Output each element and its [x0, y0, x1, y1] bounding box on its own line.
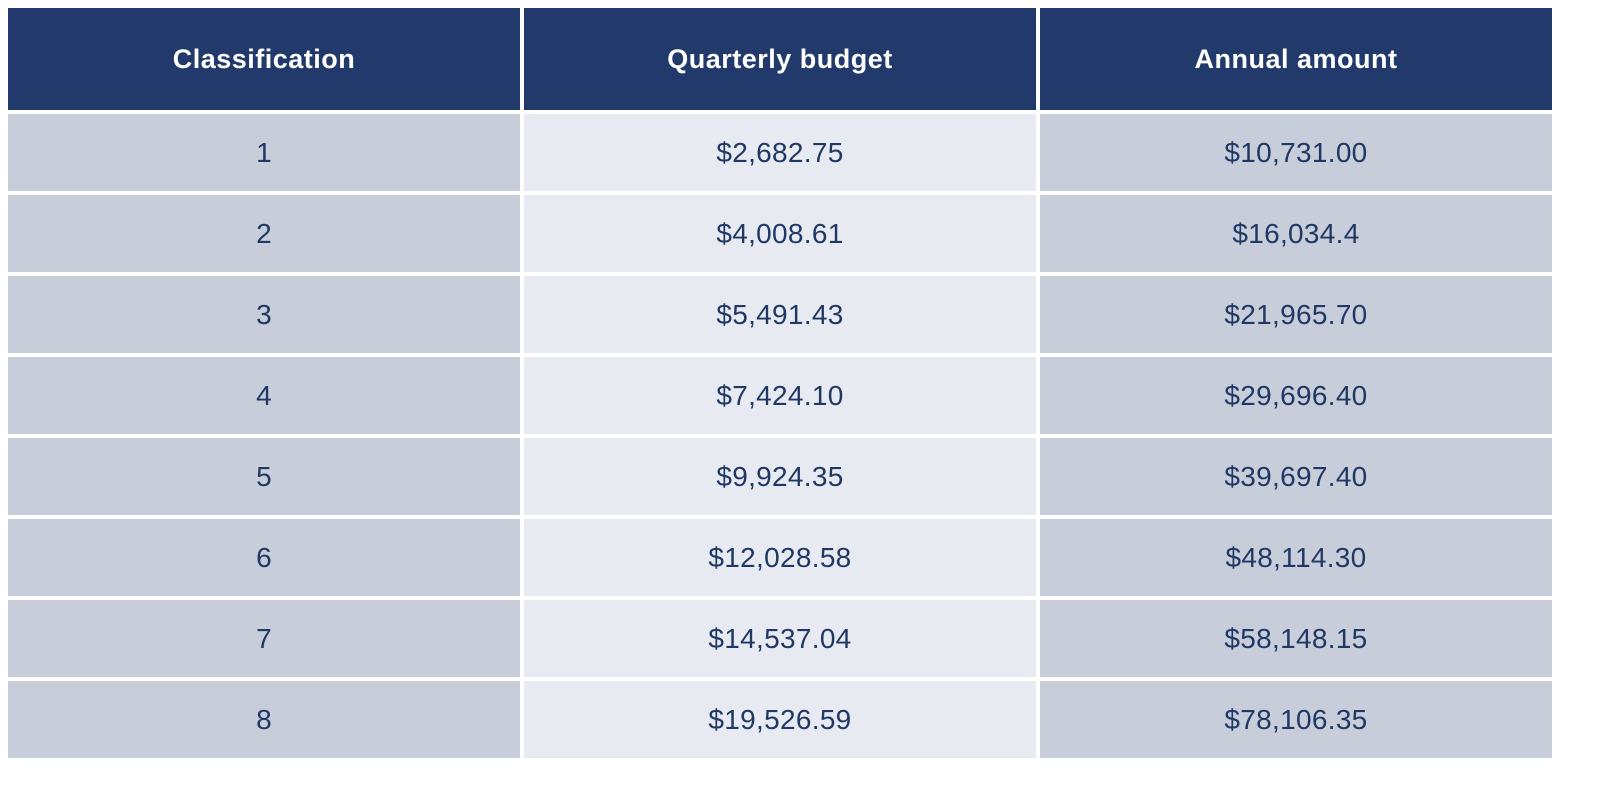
classification-cell: 6: [8, 519, 520, 596]
table-row: 1 $2,682.75 $10,731.00: [8, 114, 1552, 191]
classification-cell: 7: [8, 600, 520, 677]
annual-amount-cell: $39,697.40: [1040, 438, 1552, 515]
annual-amount-cell: $58,148.15: [1040, 600, 1552, 677]
quarterly-budget-cell: $19,526.59: [524, 681, 1036, 758]
annual-amount-cell: $29,696.40: [1040, 357, 1552, 434]
table-row: 7 $14,537.04 $58,148.15: [8, 600, 1552, 677]
quarterly-budget-cell: $14,537.04: [524, 600, 1036, 677]
quarterly-budget-cell: $7,424.10: [524, 357, 1036, 434]
table-row: 4 $7,424.10 $29,696.40: [8, 357, 1552, 434]
header-row: Classification Quarterly budget Annual a…: [8, 8, 1552, 110]
quarterly-budget-cell: $4,008.61: [524, 195, 1036, 272]
budget-table-container: Classification Quarterly budget Annual a…: [4, 4, 1556, 762]
column-header-classification: Classification: [8, 8, 520, 110]
table-row: 6 $12,028.58 $48,114.30: [8, 519, 1552, 596]
annual-amount-cell: $78,106.35: [1040, 681, 1552, 758]
quarterly-budget-cell: $12,028.58: [524, 519, 1036, 596]
classification-cell: 5: [8, 438, 520, 515]
quarterly-budget-cell: $9,924.35: [524, 438, 1036, 515]
annual-amount-cell: $16,034.4: [1040, 195, 1552, 272]
classification-cell: 1: [8, 114, 520, 191]
table-row: 8 $19,526.59 $78,106.35: [8, 681, 1552, 758]
classification-cell: 3: [8, 276, 520, 353]
classification-cell: 2: [8, 195, 520, 272]
quarterly-budget-cell: $5,491.43: [524, 276, 1036, 353]
column-header-quarterly-budget: Quarterly budget: [524, 8, 1036, 110]
annual-amount-cell: $10,731.00: [1040, 114, 1552, 191]
column-header-annual-amount: Annual amount: [1040, 8, 1552, 110]
classification-cell: 4: [8, 357, 520, 434]
classification-cell: 8: [8, 681, 520, 758]
annual-amount-cell: $48,114.30: [1040, 519, 1552, 596]
annual-amount-cell: $21,965.70: [1040, 276, 1552, 353]
table-row: 2 $4,008.61 $16,034.4: [8, 195, 1552, 272]
budget-table: Classification Quarterly budget Annual a…: [4, 4, 1556, 762]
table-row: 5 $9,924.35 $39,697.40: [8, 438, 1552, 515]
quarterly-budget-cell: $2,682.75: [524, 114, 1036, 191]
table-row: 3 $5,491.43 $21,965.70: [8, 276, 1552, 353]
